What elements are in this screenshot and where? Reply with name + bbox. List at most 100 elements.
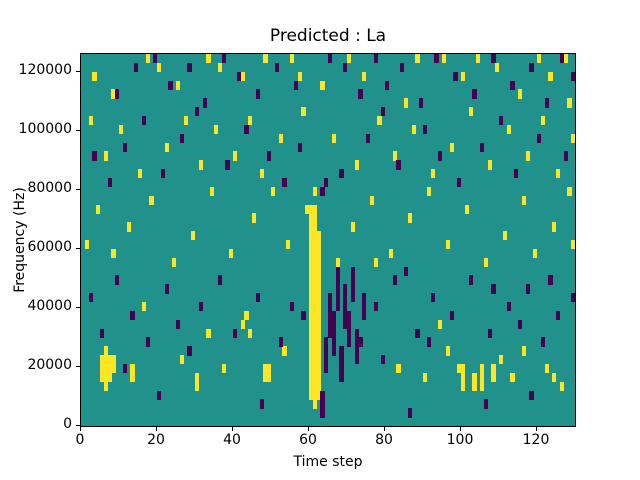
heatmap-cell-purple — [350, 284, 355, 294]
heatmap-cell-purple — [559, 54, 564, 64]
heatmap-cell-yellow — [103, 364, 108, 374]
heatmap-cell-yellow — [141, 302, 146, 312]
heatmap-cell-yellow — [495, 62, 500, 73]
heatmap-cell-purple — [339, 364, 344, 374]
heatmap-cell-yellow — [316, 390, 321, 400]
heatmap-cell-purple — [339, 169, 344, 179]
heatmap-cell-yellow — [457, 364, 462, 374]
heatmap-cell-purple — [544, 98, 549, 108]
heatmap-cell-purple — [423, 124, 428, 135]
heatmap-cell-purple — [282, 178, 287, 188]
heatmap-cell-yellow — [312, 293, 317, 303]
heatmap-cell-purple — [506, 302, 511, 312]
heatmap-cell-yellow — [263, 54, 268, 64]
heatmap-cell-yellow — [263, 364, 268, 374]
heatmap-cell-purple — [301, 310, 306, 321]
y-tick-mark — [76, 247, 80, 249]
heatmap-cell-purple — [328, 328, 333, 338]
x-tick-mark — [308, 427, 309, 431]
heatmap-cell-purple — [331, 319, 336, 329]
heatmap-cell-yellow — [407, 213, 412, 223]
heatmap-cell-purple — [217, 275, 222, 285]
heatmap-cell-purple — [362, 293, 367, 303]
heatmap-cell-purple — [328, 293, 333, 303]
heatmap-cell-purple — [373, 54, 378, 64]
heatmap-cell-yellow — [316, 231, 321, 241]
heatmap-cell-yellow — [100, 364, 105, 374]
heatmap-cell-yellow — [480, 364, 485, 374]
heatmap-cell-yellow — [316, 275, 321, 285]
heatmap-cell-purple — [221, 54, 226, 64]
heatmap-cell-yellow — [312, 284, 317, 294]
heatmap-cell-purple — [328, 310, 333, 321]
heatmap-cell-purple — [153, 54, 158, 64]
heatmap-cell-yellow — [544, 364, 549, 374]
heatmap-cell-purple — [141, 116, 146, 126]
heatmap-cell-purple — [400, 62, 405, 73]
x-tick-mark — [460, 427, 461, 431]
heatmap-cell-purple — [362, 302, 367, 312]
heatmap-cell-purple — [179, 133, 184, 143]
heatmap-cell-yellow — [567, 186, 572, 197]
heatmap-cell-yellow — [461, 71, 466, 81]
heatmap-cell-yellow — [176, 80, 181, 90]
heatmap-cell-yellow — [388, 248, 393, 259]
heatmap-cell-yellow — [191, 231, 196, 241]
heatmap-cell-purple — [529, 390, 534, 400]
heatmap-cell-yellow — [411, 124, 416, 135]
heatmap-cell-yellow — [316, 240, 321, 250]
heatmap-cell-purple — [556, 310, 561, 321]
heatmap-cell-purple — [373, 302, 378, 312]
heatmap-cell-yellow — [103, 151, 108, 161]
heatmap-cell-purple — [571, 293, 576, 303]
y-tick-mark — [76, 365, 80, 367]
y-tick-label: 120000 — [18, 61, 72, 78]
heatmap-cell-yellow — [312, 346, 317, 356]
heatmap-cell-purple — [415, 328, 420, 338]
heatmap-cell-purple — [107, 178, 112, 188]
heatmap-cell-purple — [274, 62, 279, 73]
heatmap-cell-yellow — [476, 54, 481, 64]
heatmap-cell-purple — [335, 266, 340, 276]
x-tick-label: 0 — [75, 432, 85, 448]
heatmap-cell-yellow — [525, 151, 530, 161]
heatmap-cell-purple — [426, 337, 431, 347]
heatmap-cell-purple — [396, 160, 401, 170]
heatmap-cell-yellow — [309, 213, 314, 223]
y-tick-mark — [76, 129, 80, 131]
heatmap-cell-yellow — [107, 372, 112, 383]
heatmap-cell-yellow — [240, 319, 245, 329]
heatmap-cell-yellow — [491, 372, 496, 383]
heatmap-cell-yellow — [126, 222, 131, 232]
heatmap-cell-purple — [571, 71, 576, 81]
heatmap-cell-yellow — [548, 71, 553, 81]
heatmap-cell-yellow — [499, 355, 504, 365]
heatmap-cell-yellow — [309, 381, 314, 391]
heatmap-cell-yellow — [195, 372, 200, 383]
heatmap-cell-purple — [491, 54, 496, 64]
heatmap-cell-yellow — [316, 284, 321, 294]
heatmap-cell-yellow — [312, 186, 317, 197]
heatmap-cell-purple — [347, 328, 352, 338]
heatmap-cell-yellow — [552, 372, 557, 383]
heatmap-cell-yellow — [404, 98, 409, 108]
heatmap-cell-yellow — [571, 240, 576, 250]
heatmap-cell-yellow — [377, 116, 382, 126]
heatmap-cell-purple — [419, 98, 424, 108]
heatmap-cell-purple — [350, 275, 355, 285]
heatmap-cell-purple — [115, 89, 120, 99]
heatmap-cell-purple — [176, 319, 181, 329]
heatmap-cell-purple — [187, 346, 192, 356]
heatmap-cell-purple — [499, 116, 504, 126]
heatmap-cell-purple — [407, 408, 412, 418]
heatmap-cell-purple — [339, 372, 344, 383]
heatmap-cell-yellow — [445, 240, 450, 250]
heatmap-cell-purple — [244, 124, 249, 135]
heatmap-cell-purple — [335, 275, 340, 285]
heatmap-cell-purple — [491, 284, 496, 294]
heatmap-cell-yellow — [96, 204, 101, 214]
heatmap-cell-purple — [324, 346, 329, 356]
heatmap-cell-purple — [328, 302, 333, 312]
heatmap-cell-yellow — [312, 319, 317, 329]
heatmap-cell-yellow — [263, 372, 268, 383]
